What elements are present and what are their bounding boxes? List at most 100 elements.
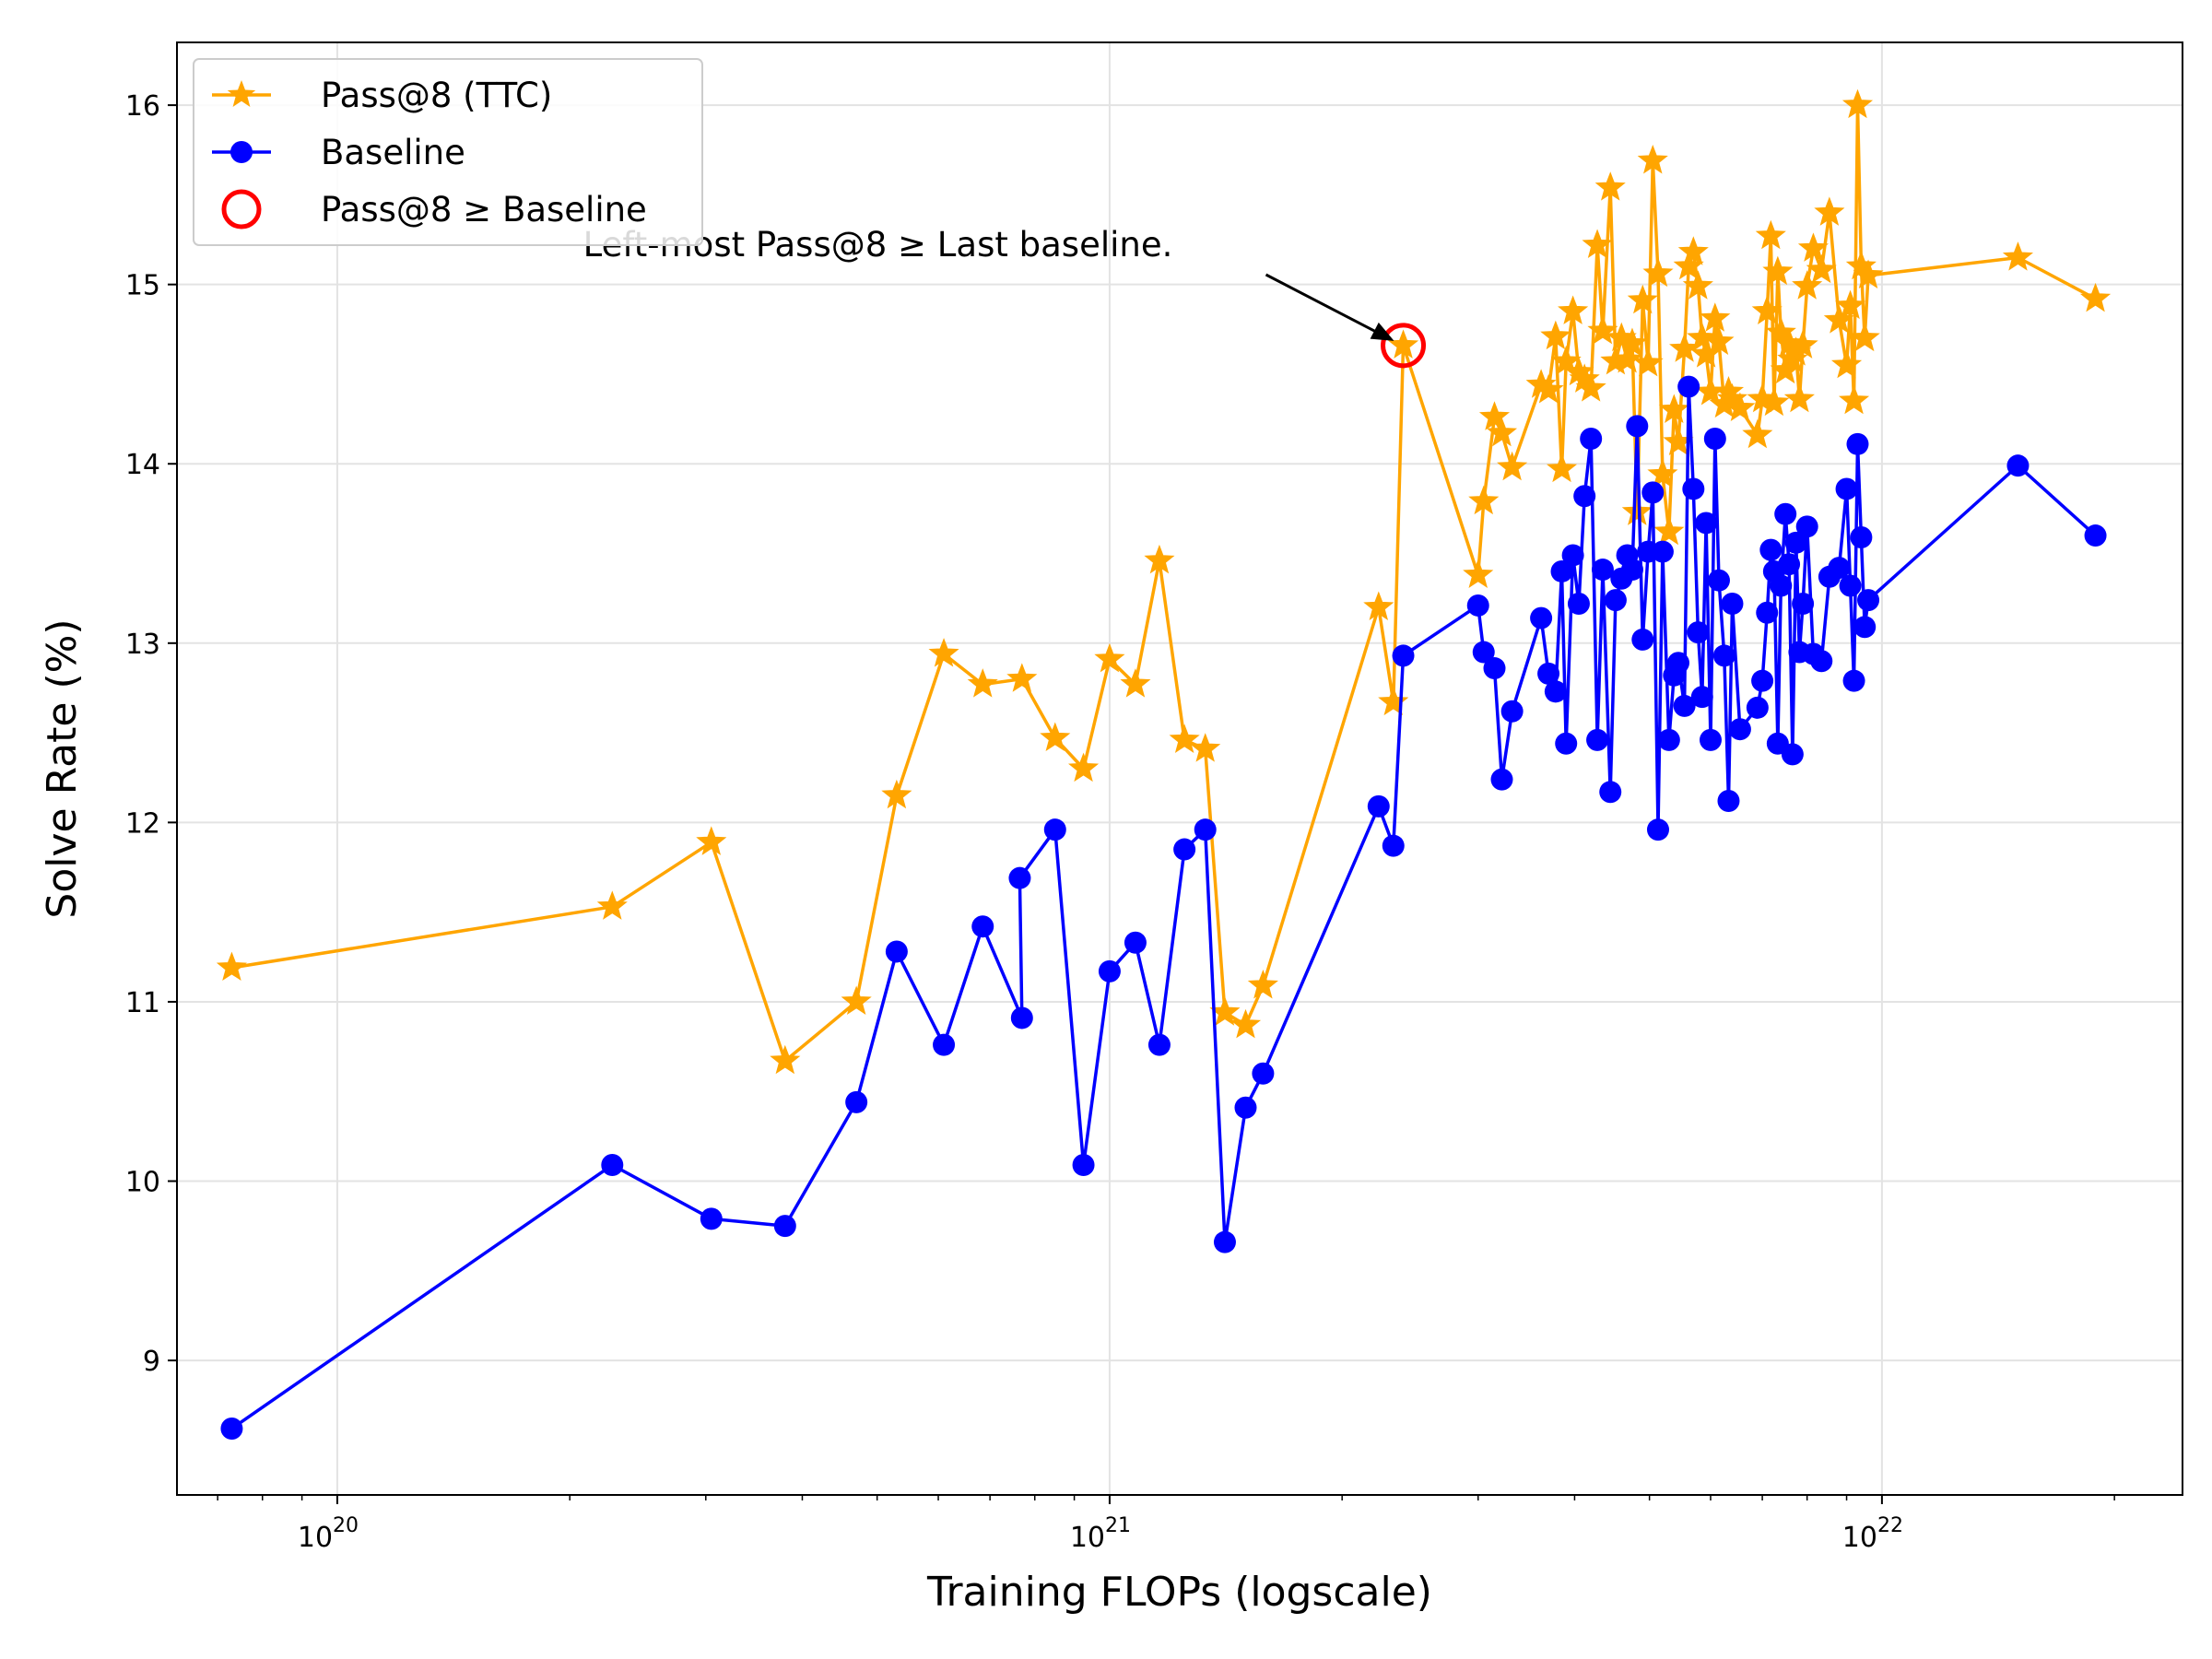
baseline-point — [1530, 606, 1553, 629]
pass8-point — [1540, 320, 1571, 350]
pass8-point — [1806, 253, 1837, 284]
pass8-point — [1575, 372, 1606, 402]
baseline-point — [1781, 743, 1804, 766]
baseline-point — [1651, 540, 1674, 563]
y-tick-label: 10 — [125, 1167, 160, 1199]
baseline-point — [1717, 790, 1740, 813]
x-tick-label: 1021 — [1070, 1514, 1131, 1554]
baseline-point — [1850, 526, 1873, 549]
pass8-point — [1762, 255, 1794, 286]
baseline-point — [2006, 454, 2030, 477]
pass8-point — [1642, 257, 1674, 288]
legend-box — [193, 58, 703, 246]
pass8-point — [1703, 325, 1735, 356]
legend-label-baseline: Baseline — [321, 133, 465, 172]
baseline-point — [1828, 557, 1851, 580]
baseline-point — [1646, 818, 1669, 841]
pass8-point — [1486, 417, 1518, 447]
baseline-point — [1580, 427, 1603, 450]
pass8-point — [1792, 270, 1823, 300]
baseline-point — [1567, 592, 1590, 615]
pass8-point — [1658, 394, 1689, 423]
baseline-point — [1472, 641, 1495, 664]
pass8-point — [1582, 229, 1613, 258]
baseline-point — [1842, 669, 1865, 692]
pass8-point — [1823, 304, 1854, 334]
legend-label-pass8: Pass@8 (TTC) — [321, 76, 552, 115]
pass8-point — [1700, 302, 1731, 332]
pass8-point — [1783, 382, 1815, 413]
baseline-point — [1746, 696, 1769, 719]
baseline-point — [1537, 662, 1560, 685]
baseline-point — [1561, 544, 1584, 567]
y-tick-label: 16 — [125, 90, 160, 123]
pass8-point — [1587, 314, 1618, 345]
pass8-point — [1120, 668, 1151, 698]
baseline-point — [1234, 1096, 1257, 1119]
baseline-point — [1124, 931, 1147, 954]
baseline-point — [1173, 838, 1196, 861]
pass8-point — [770, 1044, 801, 1075]
baseline-point — [1677, 375, 1700, 398]
baseline-point — [1466, 594, 1489, 617]
baseline-point — [1846, 432, 1869, 455]
baseline-point — [1043, 818, 1066, 841]
baseline-point — [1778, 553, 1801, 576]
pass8-point — [1814, 196, 1845, 226]
pass8-point — [596, 890, 628, 920]
pass8-point — [1849, 322, 1880, 352]
baseline-point — [1626, 415, 1649, 438]
pass8-point — [1468, 485, 1500, 515]
pass8-point — [1040, 722, 1071, 752]
legend-swatch-baseline-marker — [230, 141, 253, 163]
baseline-point — [1682, 477, 1705, 500]
pass8-point — [967, 668, 998, 698]
pass8-point — [1830, 348, 1863, 379]
baseline-point — [1839, 574, 1862, 597]
legend-label-highlight: Pass@8 ≥ Baseline — [321, 190, 647, 229]
pass8-point — [1751, 295, 1783, 324]
pass8-point — [1006, 663, 1038, 692]
pass8-point — [841, 985, 872, 1016]
legend-swatch-highlight-marker — [221, 189, 262, 229]
pass8-point — [1797, 232, 1829, 262]
pass8-point — [1677, 236, 1709, 265]
pass8-point — [1787, 329, 1818, 359]
y-tick-label: 12 — [125, 807, 160, 840]
plot-frame — [176, 41, 2183, 1496]
pass8-point — [1742, 418, 1773, 449]
baseline-point — [1690, 686, 1713, 709]
baseline-point — [1703, 427, 1726, 450]
pass8-point — [1627, 284, 1658, 314]
pass8-point — [1247, 970, 1278, 999]
baseline-point — [1550, 559, 1573, 582]
pass8-point — [928, 638, 959, 667]
baseline-point — [1699, 728, 1722, 751]
pass8-point — [1533, 374, 1564, 404]
baseline-point — [1392, 644, 1415, 667]
baseline-point — [1759, 538, 1783, 561]
pass8-point — [1647, 458, 1678, 488]
pass8-point — [881, 779, 912, 809]
pass8-point — [1558, 295, 1589, 324]
pass8-point — [696, 826, 727, 855]
baseline-point — [1194, 818, 1217, 841]
pass8-point — [1169, 724, 1200, 753]
pass8-point — [1653, 515, 1685, 546]
baseline-point — [773, 1215, 796, 1238]
baseline-point — [1599, 781, 1622, 804]
baseline-point — [1252, 1062, 1275, 1085]
baseline-point — [1835, 477, 1858, 500]
baseline-point — [1544, 680, 1567, 703]
x-axis-label: Training FLOPs (logscale) — [926, 1569, 1432, 1616]
legend-swatch-pass8-marker — [227, 80, 256, 107]
x-tick-label: 1020 — [298, 1514, 359, 1554]
pass8-point — [1853, 259, 1884, 289]
pass8-point — [1363, 591, 1394, 620]
baseline-point — [1147, 1033, 1171, 1056]
pass8-point — [1463, 559, 1494, 588]
baseline-point — [1853, 616, 1877, 639]
baseline-point — [1673, 694, 1696, 717]
baseline-point — [971, 915, 994, 938]
